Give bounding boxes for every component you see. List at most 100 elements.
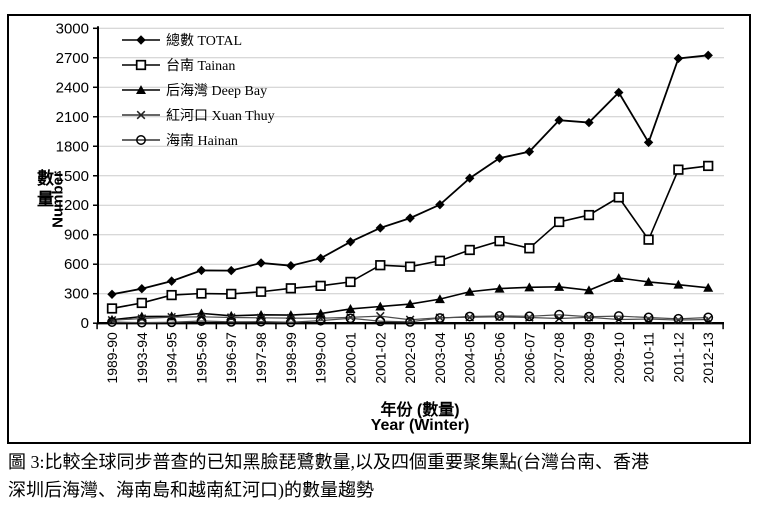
marker-diamond: [494, 153, 505, 163]
series-0: [107, 50, 713, 299]
legend-marker-square-open: [122, 59, 160, 70]
marker-circle-open: [136, 317, 147, 328]
marker-circle-open: [434, 313, 445, 324]
y-tick-label: 2100: [56, 109, 89, 126]
marker-x: [136, 110, 146, 119]
marker-square-open: [524, 243, 535, 254]
marker-diamond: [345, 237, 356, 247]
marker-triangle: [524, 282, 535, 292]
x-tick-label: 2005-06: [492, 332, 508, 384]
marker-circle-open: [405, 316, 416, 327]
marker-circle-open: [166, 317, 177, 328]
marker-diamond: [136, 34, 146, 45]
x-tick-label: 2012-13: [700, 332, 716, 384]
marker-circle-open: [315, 315, 326, 326]
marker-diamond: [643, 137, 654, 148]
marker-triangle: [136, 84, 146, 94]
legend-marker-triangle: [122, 84, 160, 94]
marker-square-open: [583, 209, 595, 221]
legend-item-1: 台南 Tainan: [122, 52, 275, 77]
marker-circle-open: [703, 312, 714, 323]
marker-circle-open: [345, 313, 356, 324]
marker-square-open: [464, 244, 475, 256]
marker-square-open: [434, 255, 446, 266]
marker-x: [167, 312, 176, 322]
y-tick-label: 600: [64, 256, 89, 273]
marker-square-open: [315, 280, 326, 291]
marker-square-open: [404, 261, 416, 272]
marker-circle-open: [554, 309, 565, 320]
marker-circle-open: [643, 312, 654, 323]
marker-triangle: [673, 279, 684, 289]
series-1: [106, 160, 714, 314]
figure-caption-line1: 圖 3:比較全球同步普查的已知黑臉琵鷺數量,以及四個重要聚集點(台灣台南、香港: [8, 452, 649, 472]
marker-circle-open: [375, 316, 386, 327]
x-tick-label: 1994-95: [164, 332, 180, 384]
x-tick-label: 1995-96: [193, 332, 209, 384]
figure-caption-line2: 深圳后海灣、海南島和越南紅河口)的數量趨勢: [8, 480, 374, 500]
marker-square-open: [255, 286, 267, 297]
legend-item-4: 海南 Hainan: [122, 127, 275, 152]
y-axis-title-en: Number: [49, 171, 67, 228]
x-tick-label: 2001-02: [372, 332, 388, 384]
marker-diamond: [614, 87, 624, 98]
legend-label: 后海灣 Deep Bay: [166, 83, 268, 99]
x-tick-label: 2000-01: [342, 332, 358, 384]
x-tick-label: 1997-98: [253, 332, 269, 384]
x-tick-label: 1998-99: [283, 332, 299, 384]
series-4: [107, 309, 714, 328]
legend-marker-x: [122, 110, 160, 119]
marker-circle-open: [226, 316, 237, 327]
marker-square-open: [703, 160, 714, 172]
marker-triangle: [554, 281, 565, 291]
x-tick-label: 2004-05: [462, 332, 478, 384]
marker-square-open: [135, 59, 147, 70]
x-tick-label: 1999-00: [313, 332, 329, 384]
marker-triangle: [494, 283, 505, 293]
marker-square-open: [345, 276, 356, 288]
marker-triangle: [583, 285, 594, 295]
marker-triangle: [375, 301, 386, 311]
marker-diamond: [673, 53, 684, 64]
x-axis-title-en: Year (Winter): [370, 417, 470, 434]
y-tick-label: 3000: [56, 20, 89, 37]
marker-diamond: [137, 283, 147, 294]
x-tick-label: 2006-07: [521, 332, 537, 384]
marker-triangle: [613, 273, 624, 282]
marker-circle-open: [136, 134, 146, 145]
marker-triangle: [434, 294, 445, 304]
y-tick-label: 2700: [56, 50, 89, 67]
marker-circle-open: [464, 311, 475, 322]
marker-diamond: [524, 146, 535, 157]
marker-circle-open: [256, 316, 266, 327]
line-chart-plot: 0 300 600 900 1200 1500 1800 2100 2400 2700 3000 19…: [56, 20, 724, 384]
marker-diamond: [584, 117, 594, 128]
marker-circle-open: [524, 311, 535, 322]
marker-diamond: [256, 258, 266, 268]
marker-square-open: [166, 289, 177, 301]
y-tick-label: 900: [64, 227, 89, 244]
series-line: [111, 314, 709, 324]
marker-x: [375, 311, 385, 321]
x-tick-label: 1989-90: [104, 332, 120, 384]
marker-square-open: [673, 164, 684, 175]
x-tick-label: 2008-09: [581, 332, 597, 384]
marker-square-open: [375, 260, 386, 271]
y-tick-label: 1200: [56, 197, 89, 214]
marker-x: [703, 315, 713, 324]
x-axis-title-zh: 年份 (數量): [380, 402, 460, 419]
x-tick-label: 2007-08: [551, 332, 567, 384]
marker-triangle: [464, 286, 475, 296]
marker-circle-open: [584, 311, 594, 322]
marker-square-open: [643, 234, 654, 245]
y-axis-title-zh: 數量: [34, 169, 53, 211]
marker-x: [614, 315, 624, 324]
marker-triangle: [285, 310, 296, 320]
marker-circle-open: [285, 317, 296, 328]
marker-diamond: [196, 265, 207, 276]
marker-diamond: [226, 265, 236, 276]
marker-diamond: [465, 173, 475, 183]
marker-triangle: [643, 277, 654, 286]
marker-diamond: [315, 253, 326, 264]
marker-square-open: [613, 192, 624, 203]
